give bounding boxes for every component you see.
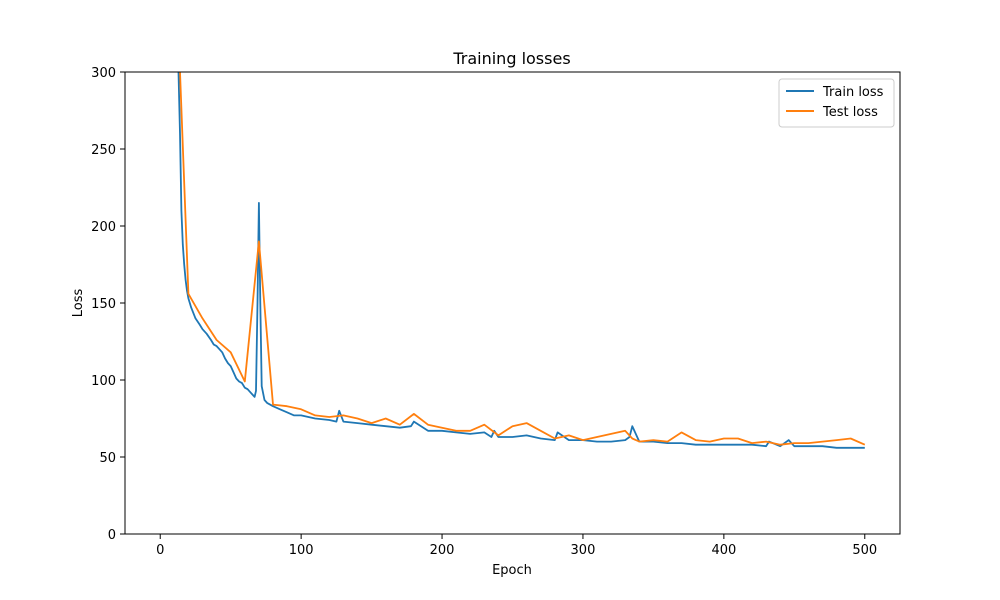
x-tick-label: 400: [711, 543, 736, 558]
test-loss-line: [179, 72, 866, 446]
series-layer: [177, 72, 866, 449]
x-axis-ticks: 0 100 200 300 400 500: [156, 534, 877, 558]
y-tick-label: 0: [108, 528, 116, 543]
y-axis-ticks: 0 50 100 150 200 250 300: [91, 66, 125, 543]
y-tick-label: 100: [91, 374, 116, 389]
x-tick-label: 0: [156, 543, 164, 558]
y-tick-label: 150: [91, 297, 116, 312]
y-tick-label: 300: [91, 66, 116, 81]
y-tick-label: 250: [91, 143, 116, 158]
x-axis-label: Epoch: [492, 563, 532, 578]
chart-title: Training losses: [452, 49, 570, 68]
y-tick-label: 50: [99, 451, 116, 466]
legend-label-test: Test loss: [822, 105, 878, 120]
x-tick-label: 300: [571, 543, 596, 558]
legend-label-train: Train loss: [822, 85, 884, 100]
legend: Train loss Test loss: [778, 78, 895, 128]
train-loss-line: [177, 72, 865, 449]
x-tick-label: 100: [289, 543, 314, 558]
x-tick-label: 500: [852, 543, 877, 558]
plot-frame: [124, 71, 901, 535]
y-tick-label: 200: [91, 220, 116, 235]
x-tick-label: 200: [430, 543, 455, 558]
y-axis-label: Loss: [71, 289, 86, 318]
